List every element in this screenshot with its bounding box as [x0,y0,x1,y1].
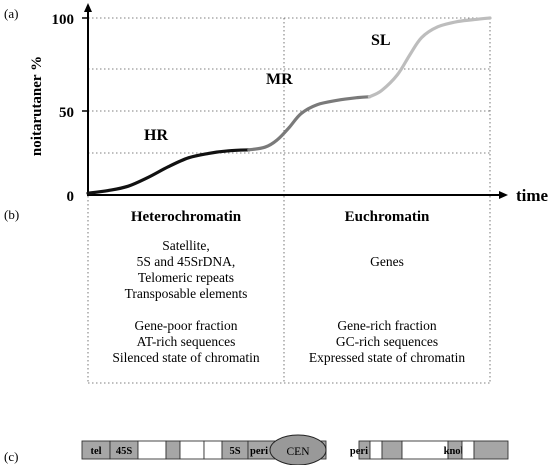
panel-b-table: (b) Heterochromatin Euchromatin Satellit… [4,196,491,384]
chart-curves [86,16,492,195]
panel-a-chart: (a) 100 50 0 noitarutaner % time [4,3,549,205]
series-line-hr [86,148,251,195]
y-tick-label: 100 [52,12,75,28]
chromosome-band-label: peri [350,446,368,457]
x-axis-label: time [516,186,549,205]
table-cell: Silenced state of chromatin [112,350,260,365]
chromosome-band [203,440,223,460]
x-axis-arrow [499,191,508,199]
chart-axes [82,3,508,199]
chromosome-band [165,440,181,460]
series-label-hr: HR [144,127,168,144]
chromosome-band-label: knob [444,446,467,457]
y-tick-label: 0 [67,189,75,205]
column-title-euchromatin: Euchromatin [345,209,430,225]
table-cell: Gene-poor fraction [134,318,237,333]
y-tick-label: 50 [59,105,74,121]
chromosome-band [381,440,403,460]
centromere [269,434,327,465]
panel-label-a: (a) [4,6,18,21]
y-axis-arrow [84,3,92,12]
series-line-mr [247,95,371,152]
table-cell: Genes [370,254,404,269]
table-cell: Telomeric repeats [138,270,234,285]
table-cell: 5S and 45SrDNA, [137,254,236,269]
table-cell: Transposable elements [125,286,248,301]
chart-grid [88,17,491,195]
chromosome-band-label: tel [90,446,101,457]
table-cell: Gene-rich fraction [337,318,437,333]
chromosome-band [137,440,167,460]
centromere-label: CEN [287,446,311,458]
table-cell: Satellite, [162,238,210,253]
table-cell: AT-rich sequences [137,334,236,349]
chromosome-band [369,440,383,460]
chromosome-band-label: 5S [229,446,240,457]
chromosome-band [461,440,475,460]
panel-c-chromosome: (c) tel 45S 5S peri peri knob CEN [4,434,509,465]
chromosome-band [401,440,449,460]
chromosome-band [179,440,205,460]
table-cell: GC-rich sequences [336,334,438,349]
y-axis-label: noitarutaner % [29,56,45,156]
series-label-mr: MR [266,71,293,88]
panel-label-c: (c) [4,449,18,464]
series-line-sl [367,16,492,99]
panel-label-b: (b) [4,207,19,222]
series-label-sl: SL [371,32,391,49]
table-cell: Expressed state of chromatin [309,350,466,365]
table-borders [87,196,491,384]
column-title-heterochromatin: Heterochromatin [131,209,242,225]
chromosome-diagram: tel 45S 5S peri peri knob CEN [81,434,509,465]
chromosome-band-label: peri [250,446,268,457]
chromosome-band [473,440,509,460]
chromosome-band-label: 45S [116,446,133,457]
